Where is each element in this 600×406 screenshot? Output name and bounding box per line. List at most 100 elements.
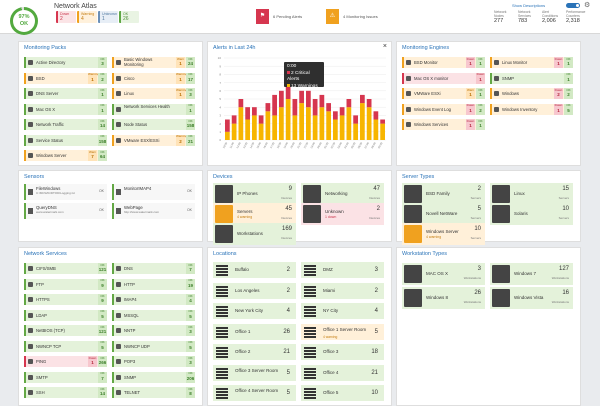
critical-alerts-bar[interactable]	[339, 107, 345, 116]
status-count-badge[interactable]: OK 64	[98, 149, 107, 161]
status-count-badge[interactable]: OK 3	[186, 88, 195, 99]
critical-alerts-bar[interactable]	[272, 94, 277, 116]
status-count-badge[interactable]: OK 17	[186, 72, 195, 84]
status-count-badge[interactable]: OK 24	[186, 56, 195, 68]
engine-tile[interactable]: VMWare ESXi Warn 1 OK 1	[402, 88, 485, 99]
status-count-badge[interactable]: OK 4	[186, 294, 195, 305]
critical-alerts-bar[interactable]	[245, 107, 250, 120]
sensor-tile[interactable]: QueryDNS www.watermark.com OK	[24, 203, 107, 219]
status-count-badge[interactable]: OK 2	[564, 88, 573, 99]
service-tile[interactable]: SNMP OK 206	[112, 371, 195, 383]
device-tile[interactable]: Networking 47 Devices	[301, 183, 384, 205]
status-count-badge[interactable]: OK 9	[98, 294, 107, 305]
status-count-badge[interactable]: Warning 1	[176, 87, 188, 99]
warnings-bar[interactable]	[366, 107, 372, 140]
service-tile[interactable]: NNTP OK 3	[112, 325, 195, 336]
warnings-bar[interactable]	[292, 115, 298, 140]
pack-tile[interactable]: Network Traffic OK 14	[24, 119, 107, 130]
location-tile[interactable]: Office 3 18	[301, 344, 384, 360]
pack-tile[interactable]: Mac OS X OK 1	[24, 103, 107, 115]
sensor-tile[interactable]: FileWindows C:\MC\MC\DTOD\Logging.txt OK	[24, 184, 107, 200]
critical-alerts-bar[interactable]	[292, 99, 298, 116]
location-tile[interactable]: New York City 4	[213, 303, 296, 319]
status-count-badge[interactable]: Down 1	[476, 72, 485, 84]
critical-alerts-bar[interactable]	[353, 115, 358, 124]
critical-alerts-bar[interactable]	[346, 99, 352, 108]
status-count-badge[interactable]: OK 5	[98, 340, 107, 352]
show-descriptions-toggle[interactable]	[566, 3, 580, 8]
sensor-tile[interactable]: WebPage http://www.watermark.com OK	[112, 203, 195, 219]
critical-alerts-bar[interactable]	[333, 111, 338, 120]
service-tile[interactable]: SSH OK 14	[24, 387, 107, 398]
monitoring-issues-button[interactable]: ⚠ 4 Monitoring Issues	[326, 9, 386, 24]
service-tile[interactable]: NWNCP TCP OK 5	[24, 340, 107, 352]
status-count-badge[interactable]: Down 1	[554, 56, 563, 68]
warnings-bar[interactable]	[380, 123, 385, 140]
engine-tile[interactable]: Windows Services Down 1 OK 1	[402, 119, 485, 130]
pack-tile[interactable]: Active Directory OK 3	[24, 57, 107, 68]
critical-alerts-bar[interactable]	[258, 115, 264, 124]
critical-alerts-bar[interactable]	[380, 119, 385, 124]
status-count-badge[interactable]: OK 5	[98, 309, 107, 321]
status-count-badge[interactable]: OK 3	[98, 57, 107, 68]
service-tile[interactable]: SMTP OK 7	[24, 371, 107, 383]
status-count-badge[interactable]: OK 3	[186, 356, 195, 367]
critical-alerts-bar[interactable]	[360, 94, 365, 104]
critical-alerts-bar[interactable]	[326, 103, 331, 112]
service-tile[interactable]: NetBIOS (TCP) OK 121	[24, 325, 107, 336]
warnings-bar[interactable]	[258, 123, 264, 140]
status-count-badge[interactable]: OK 1	[98, 88, 107, 99]
status-count-badge[interactable]: OK 5	[564, 103, 573, 115]
service-tile[interactable]: MSSQL OK 5	[112, 309, 195, 321]
location-tile[interactable]: Miami 2	[301, 282, 384, 299]
location-tile[interactable]: Los Angeles 2	[213, 282, 296, 299]
status-count-badge[interactable]: OK 2	[476, 103, 485, 115]
location-tile[interactable]: Office 4 Server Room 5	[213, 385, 296, 401]
warnings-bar[interactable]	[373, 119, 379, 141]
status-count-badge[interactable]: OK 19	[186, 278, 195, 290]
critical-alerts-bar[interactable]	[319, 94, 325, 108]
critical-alerts-bar[interactable]	[312, 99, 318, 116]
warnings-bar[interactable]	[225, 131, 230, 140]
gear-icon[interactable]: ⚙	[584, 2, 591, 9]
pack-tile[interactable]: Linux Warning 1 OK 3	[112, 88, 195, 99]
device-tile[interactable]: IP Phones 9 Devices	[213, 183, 296, 205]
service-tile[interactable]: PING Down 1 OK 266	[24, 356, 107, 367]
status-count-badge[interactable]: OK 206	[186, 371, 195, 383]
close-icon[interactable]: ×	[382, 43, 387, 50]
pack-tile[interactable]: Windows Server Warn 7 OK 64	[24, 150, 107, 161]
status-count-badge[interactable]: OK 5	[186, 340, 195, 352]
critical-alerts-bar[interactable]	[285, 78, 291, 100]
status-count-badge[interactable]: OK 2	[98, 72, 107, 84]
pack-tile[interactable]: Network Services Health OK 1	[112, 103, 195, 115]
critical-alerts-bar[interactable]	[238, 99, 244, 108]
pack-tile[interactable]: VMware ESX/ESXi Warning 2 OK 21	[112, 134, 195, 146]
critical-alerts-bar[interactable]	[265, 103, 271, 112]
server-type-tile[interactable]: Windows Server 4 warning 10 Servers	[402, 223, 485, 245]
service-tile[interactable]: HTTPS OK 9	[24, 294, 107, 305]
location-tile[interactable]: Office 2 21	[213, 344, 296, 360]
warnings-bar[interactable]	[238, 107, 244, 140]
status-count-badge[interactable]: OK 9	[98, 278, 107, 290]
warnings-bar[interactable]	[360, 103, 365, 140]
service-tile[interactable]: CIFS/SMB OK 121	[24, 263, 107, 274]
status-count-badge[interactable]: Down 1	[466, 118, 475, 130]
status-count-badge[interactable]: OK 1	[476, 119, 485, 130]
service-tile[interactable]: HTTP OK 19	[112, 278, 195, 290]
critical-alerts-bar[interactable]	[231, 115, 237, 124]
status-warning[interactable]: Warning 4	[77, 11, 97, 23]
status-count-badge[interactable]: OK 1	[98, 103, 107, 115]
status-count-badge[interactable]: Down 1	[88, 355, 97, 367]
status-count-badge[interactable]: OK 8	[186, 387, 195, 398]
pending-alerts-button[interactable]: ⚑ 6 Pending Alerts	[256, 9, 316, 24]
status-unknown[interactable]: Unknown 1	[98, 11, 118, 23]
warnings-bar[interactable]	[346, 107, 352, 140]
critical-alerts-bar[interactable]	[306, 90, 311, 108]
status-count-badge[interactable]: OK 14	[98, 386, 107, 398]
status-count-badge[interactable]: Warn 7	[88, 149, 97, 161]
warnings-bar[interactable]	[306, 107, 311, 140]
status-count-badge[interactable]: OK 1	[186, 103, 195, 115]
location-tile[interactable]: DMZ 3	[301, 262, 384, 278]
status-count-badge[interactable]: OK 121	[98, 324, 107, 336]
workstation-type-tile[interactable]: Windows Vista 16 Workstations	[490, 287, 573, 309]
